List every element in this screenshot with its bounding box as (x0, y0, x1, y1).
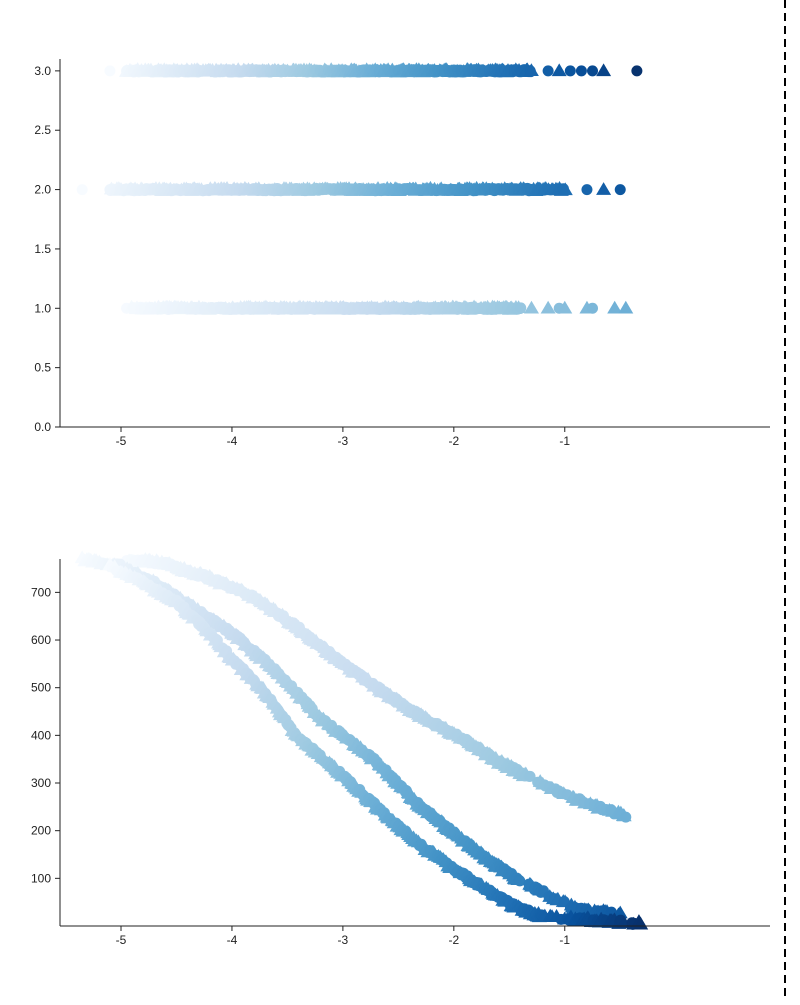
top-circle-point (564, 65, 576, 77)
top-x-tick-label: -1 (559, 434, 570, 448)
top-triangle-point (540, 300, 556, 314)
bottom-x-tick-label: -1 (559, 933, 570, 947)
top-x-tick-label: -4 (227, 434, 238, 448)
top-x-tick-label: -2 (448, 434, 459, 448)
top-triangle-point (523, 300, 539, 314)
bottom-circle-point (514, 875, 526, 887)
top-triangle-point (523, 63, 539, 77)
top-circle-point (76, 184, 88, 196)
top-triangle-point (596, 182, 612, 195)
top-circle-point (587, 65, 598, 77)
top-y-tick-label: 2.0 (34, 183, 51, 197)
bottom-x-tick-label: -4 (227, 933, 238, 947)
bottom-y-tick-label: 100 (31, 871, 51, 885)
top-x-tick-label: -5 (116, 434, 127, 448)
top-x-tick-label: -3 (338, 434, 349, 448)
bottom-y-tick-label: 600 (31, 633, 51, 647)
bottom-panel-plot: -5 -4 -3 -2 -1 100 200 300 400 500 600 700 (31, 550, 770, 947)
bottom-x-tick-label: -3 (338, 933, 349, 947)
top-triangle-point (551, 63, 567, 77)
bottom-axes: -5 -4 -3 -2 -1 100 200 300 400 500 600 700 (31, 585, 570, 947)
top-triangle-point (557, 182, 573, 196)
bottom-y-tick-label: 300 (31, 776, 51, 790)
bottom-x-tick-label: -2 (448, 933, 459, 947)
bottom-y-tick-label: 500 (31, 681, 51, 695)
bottom-x-tick-label: -5 (116, 933, 127, 947)
top-circle-point (614, 184, 626, 196)
top-triangle-point (618, 300, 634, 314)
bottom-circle-point (524, 770, 536, 782)
bottom-y-tick-label: 700 (31, 585, 51, 599)
top-y-tick-label: 0.0 (34, 420, 51, 434)
top-y-tick-label: 1.0 (34, 301, 51, 315)
bottom-y-tick-label: 400 (31, 728, 51, 742)
bottom-y-tick-label: 200 (31, 824, 51, 838)
top-circle-point (581, 184, 593, 196)
top-y-tick-label: 0.5 (34, 361, 51, 375)
top-y-tick-label: 3.0 (34, 64, 51, 78)
top-triangle-point (607, 300, 623, 314)
top-circle-point (575, 65, 587, 77)
top-y-tick-label: 2.5 (34, 123, 51, 137)
top-y-tick-label: 1.5 (34, 242, 51, 256)
top-circle-point (515, 302, 527, 314)
top-panel-plot: -5 -4 -3 -2 -1 0.0 0.5 1.0 1.5 2.0 2.5 3.0 (34, 59, 770, 448)
top-triangle-point (596, 63, 612, 77)
bottom-points-layer (74, 550, 649, 930)
top-circle-point (104, 65, 116, 77)
bottom-triangle-point (612, 905, 628, 919)
top-points-layer (76, 62, 643, 315)
top-circle-point (587, 302, 598, 314)
top-circle-point (631, 65, 643, 77)
top-circle-point (542, 65, 554, 77)
top-triangle-point (557, 300, 573, 314)
top-axes: -5 -4 -3 -2 -1 0.0 0.5 1.0 1.5 2.0 2.5 3.0 (34, 64, 570, 448)
bottom-circle-point (620, 811, 632, 823)
